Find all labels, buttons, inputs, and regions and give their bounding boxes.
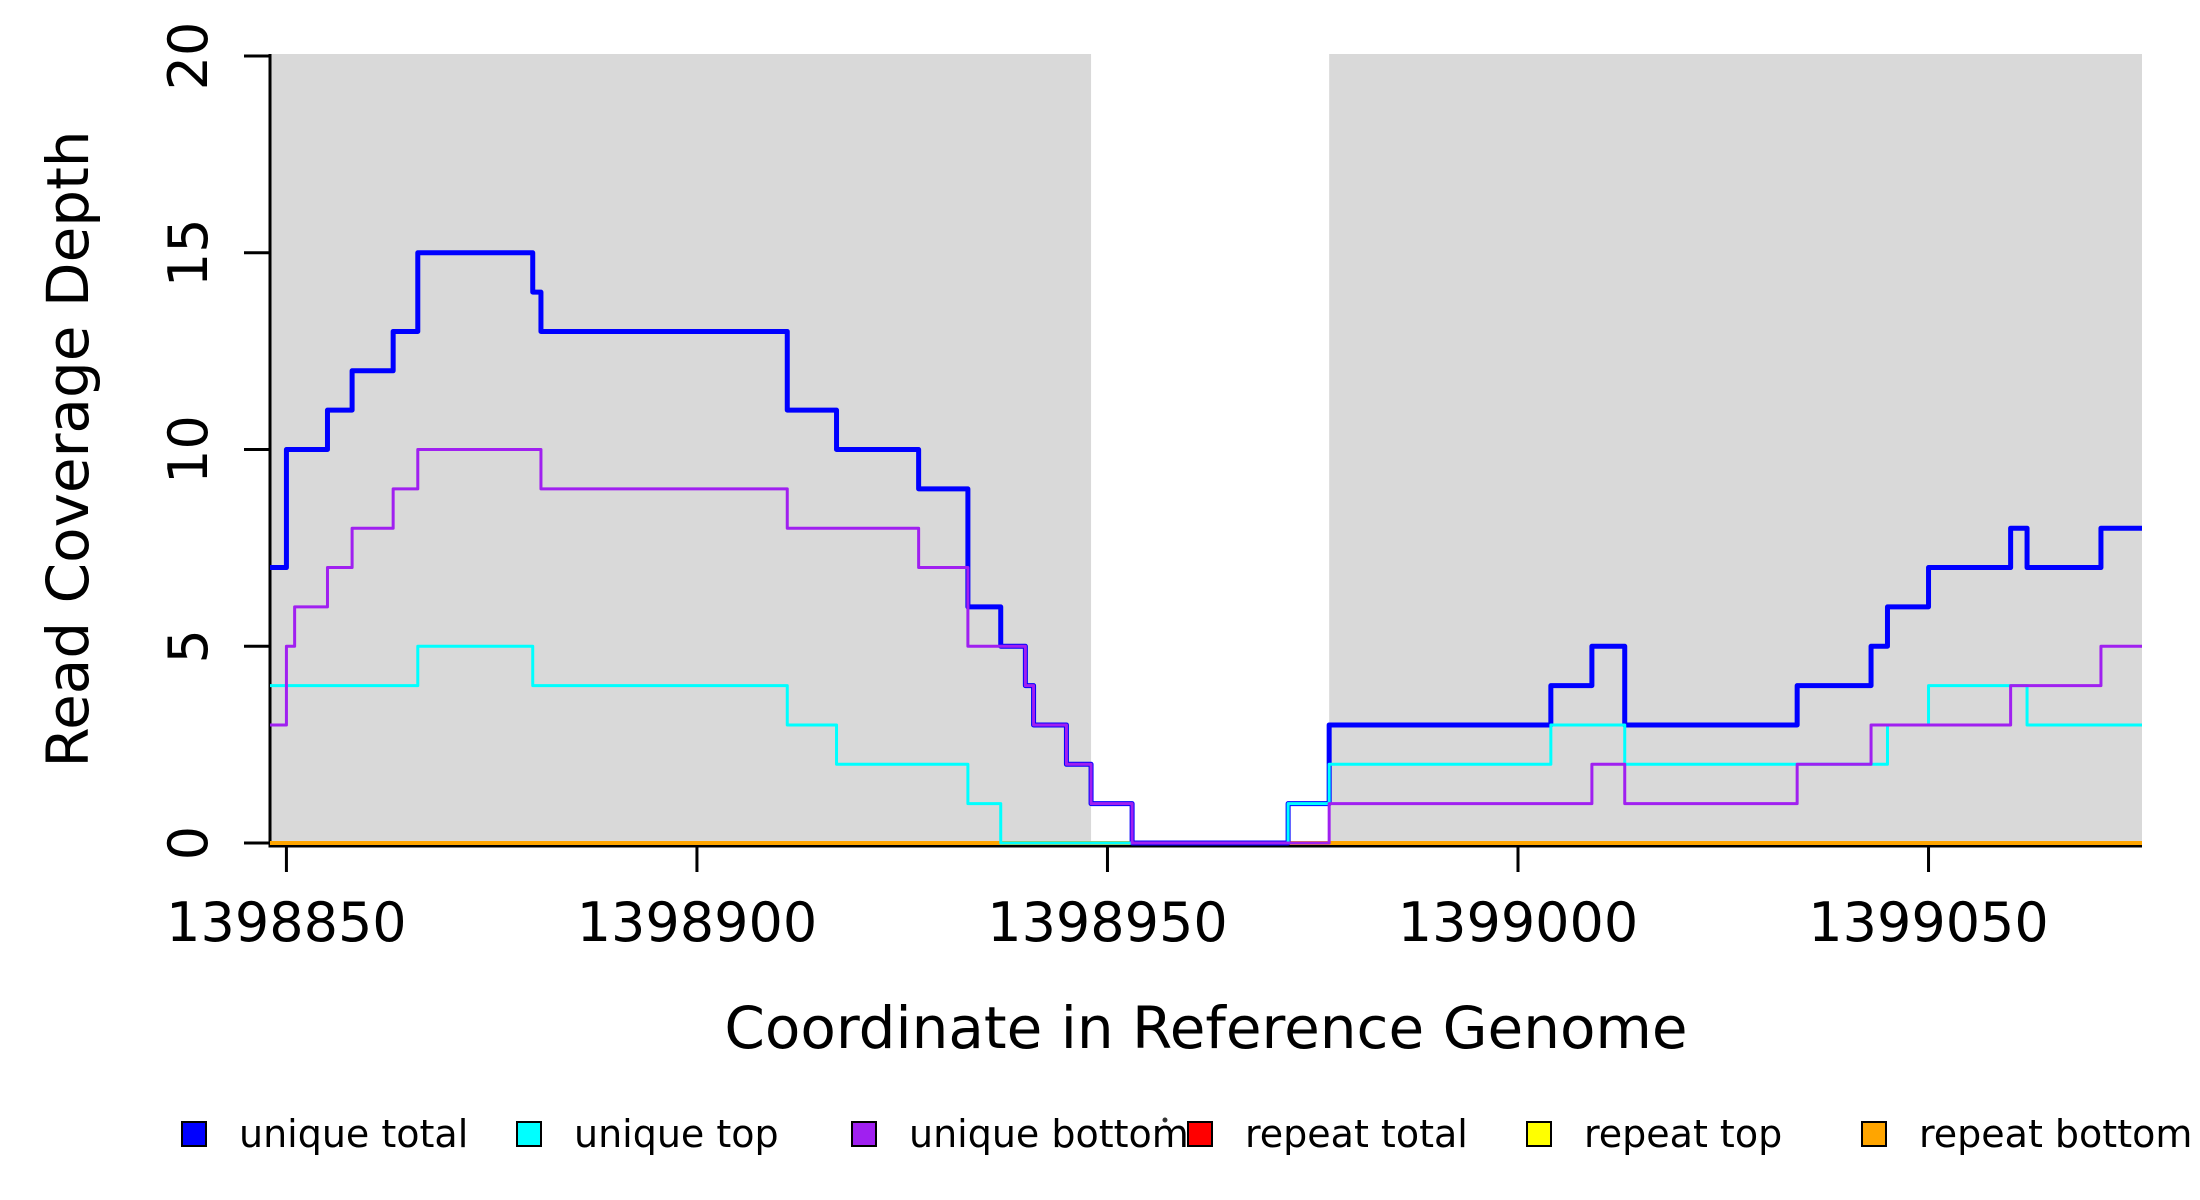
- y-tick-label: 10: [157, 415, 220, 484]
- legend-label-repeat-bottom: repeat bottom: [1919, 1112, 2192, 1156]
- legend-label-unique-total: unique total: [239, 1112, 468, 1156]
- y-tick-label: 0: [157, 826, 220, 860]
- x-tick-label: 1399000: [1398, 891, 1639, 954]
- tick-labels: 0 5 10 15 20 1398850 1398900 1398950 1399000 1399…: [157, 22, 2049, 954]
- shaded-regions: [270, 54, 2142, 845]
- shaded-region: [270, 54, 1092, 845]
- x-tick-label: 1398950: [987, 891, 1228, 954]
- legend-swatch-unique-bottom: [851, 1121, 877, 1147]
- y-axis-title: Read Coverage Depth: [34, 130, 102, 767]
- x-axis-title: Coordinate in Reference Genome: [724, 994, 1687, 1062]
- stray-dot: [1162, 1117, 1168, 1123]
- legend-swatch-unique-top: [516, 1121, 542, 1147]
- legend-swatch-repeat-total: [1187, 1121, 1213, 1147]
- x-tick-label: 1399050: [1808, 891, 2049, 954]
- legend: unique total unique top unique bottom repea…: [181, 1112, 2192, 1156]
- y-tick-label: 15: [157, 218, 220, 287]
- axes: [244, 54, 2142, 872]
- legend-label-repeat-top: repeat top: [1584, 1112, 1782, 1156]
- y-tick-label: 20: [157, 22, 220, 91]
- y-tick-label: 5: [157, 629, 220, 663]
- legend-label-repeat-total: repeat total: [1245, 1112, 1468, 1156]
- series-line-unique-bottom: [270, 448, 2142, 845]
- legend-swatch-repeat-bottom: [1861, 1121, 1887, 1147]
- shaded-region: [1329, 54, 2142, 845]
- legend-swatch-unique-total: [181, 1121, 207, 1147]
- series-lines: [270, 250, 2142, 846]
- x-tick-label: 1398850: [166, 891, 407, 954]
- legend-swatch-repeat-top: [1526, 1121, 1552, 1147]
- legend-label-unique-bottom: unique bottom: [909, 1112, 1189, 1156]
- x-tick-label: 1398900: [577, 891, 818, 954]
- legend-label-unique-top: unique top: [574, 1112, 779, 1156]
